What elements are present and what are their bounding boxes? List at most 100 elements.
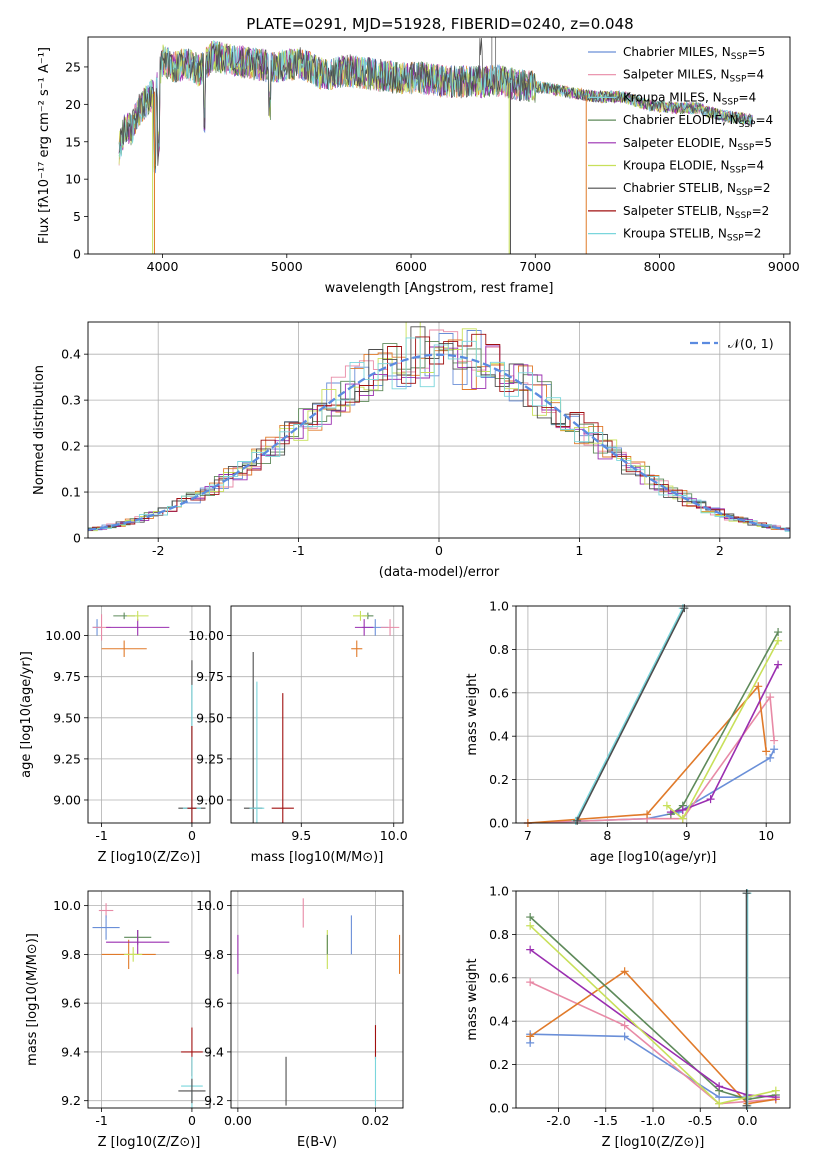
panel-spectrum: 4000 5000 6000 7000 8000 9000 0 5 10 15 20 25 wavele…	[37, 36, 800, 296]
x-axis-label: Z [log10(Z/Z⊙)]	[602, 1135, 705, 1150]
y-tick-label: 9.00	[53, 792, 81, 807]
x-tick-label: 9	[683, 828, 691, 843]
y-tick-label: 0.2	[489, 1057, 509, 1072]
y-tick-label: 9.4	[204, 1044, 224, 1059]
weight-point-marker	[526, 945, 535, 954]
weight-point-marker	[526, 913, 535, 922]
y-axis-label: Flux [fλ10⁻¹⁷ erg cm⁻² s⁻¹ A⁻¹]	[37, 47, 52, 244]
y-tick-label: 0.4	[489, 1014, 509, 1029]
weight-point-marker	[678, 814, 687, 823]
x-tick-label: 7000	[519, 259, 551, 274]
weight-point-marker	[573, 816, 582, 825]
panel-weight_vs_age: 7 8 9 10 0.0 0.2 0.4 0.6 0.8 1.0 age [log10(age/yr…	[465, 599, 791, 865]
legend-text-part: Salpeter MILES, N	[623, 68, 730, 82]
x-tick-label: -2.0	[546, 1113, 570, 1128]
weight-point-marker	[620, 1032, 629, 1041]
y-tick-label: 0.6	[489, 685, 509, 700]
legend-text-part: SSP	[735, 211, 752, 221]
x-tick-label: 10.0	[380, 828, 408, 843]
residual-histogram	[88, 339, 790, 531]
x-tick-label: -1.0	[641, 1113, 665, 1128]
y-tick-label: 9.00	[196, 792, 224, 807]
legend-text-part: =4	[755, 113, 773, 127]
y-tick-label: 0.6	[489, 970, 509, 985]
weight-series-line	[576, 607, 686, 822]
y-tick-label: 0.4	[489, 729, 509, 744]
y-tick-label: 9.2	[204, 1093, 224, 1108]
axes-frame	[230, 605, 404, 824]
y-tick-label: 0.4	[61, 347, 81, 362]
y-axis-label: mass weight	[465, 673, 480, 755]
x-tick-label: 9.5	[291, 828, 311, 843]
weight-series	[526, 889, 780, 1110]
y-tick-label: 10.00	[45, 628, 81, 643]
legend-text-part: Chabrier STELIB, N	[623, 181, 736, 195]
weight-point-marker	[643, 810, 652, 819]
weight-point-marker	[774, 628, 783, 637]
legend-text-part: Kroupa ELODIE, N	[623, 159, 730, 173]
weight-point-marker	[678, 805, 687, 814]
weight-point-marker	[620, 1021, 629, 1030]
weight-point-marker	[526, 1032, 535, 1041]
x-tick-label: -2	[152, 543, 164, 558]
y-tick-label: 9.6	[204, 996, 224, 1011]
weight-point-marker	[774, 636, 783, 645]
y-tick-label: 5	[73, 209, 81, 224]
x-tick-label: -1.5	[594, 1113, 618, 1128]
weight-point-marker	[620, 967, 629, 976]
y-tick-label: 0.3	[61, 393, 81, 408]
residual-histograms	[88, 322, 790, 532]
x-tick-label: -0.5	[688, 1113, 712, 1128]
panel-residuals: -2 -1 0 1 2 0 0.1 0.2 0.3 0.4 (data-model)/error No…	[32, 321, 791, 580]
y-tick-label: 9.50	[53, 710, 81, 725]
y-tick-label: 0.2	[61, 439, 81, 454]
x-tick-label: 5000	[271, 259, 303, 274]
errorbar-points	[92, 903, 206, 1108]
x-axis-label: (data-model)/error	[379, 565, 500, 580]
panel-mass_vs_Z: -1 0 9.2 9.4 9.6 9.8 10.0 Z [log10(Z/Z⊙)] mass […	[25, 890, 211, 1150]
x-tick-label: 6000	[395, 259, 427, 274]
y-tick-label: 9.4	[61, 1044, 81, 1059]
weight-series-line	[670, 664, 779, 813]
x-axis-label: Z [log10(Z/Z⊙)]	[98, 1135, 201, 1150]
weight-point-marker	[742, 889, 751, 898]
legend-text-part: Kroupa MILES, N	[623, 90, 722, 104]
legend-text-part: SSP	[722, 97, 739, 107]
weight-series-line	[527, 684, 767, 824]
y-tick-label: 20	[65, 97, 81, 112]
legend-text-part: SSP	[737, 143, 754, 153]
legend-label: Chabrier STELIB, NSSP=2	[623, 181, 771, 198]
y-tick-label: 9.8	[204, 947, 224, 962]
y-tick-label: 0.0	[489, 1101, 509, 1116]
weight-point-marker	[774, 660, 783, 669]
x-tick-label: 0.02	[362, 1113, 390, 1128]
x-tick-label: 0.0	[738, 1113, 758, 1128]
legend-label: Kroupa STELIB, NSSP=2	[623, 227, 761, 244]
y-tick-label: 9.2	[61, 1093, 81, 1108]
legend-label: Salpeter MILES, NSSP=4	[623, 68, 764, 85]
weight-point-marker	[680, 604, 689, 613]
x-tick-label: 8000	[644, 259, 676, 274]
y-tick-label: 1.0	[489, 599, 509, 614]
weight-series-line	[529, 916, 776, 1101]
weight-point-marker	[771, 1086, 780, 1095]
y-tick-label: 0.8	[489, 927, 509, 942]
x-tick-label: 7	[524, 828, 532, 843]
x-tick-label: 10	[758, 828, 774, 843]
x-tick-label: 0	[188, 828, 196, 843]
spectrum-series-line	[118, 37, 754, 169]
y-tick-label: 25	[65, 59, 81, 74]
y-tick-label: 10	[65, 172, 81, 187]
y-tick-label: 0.2	[489, 772, 509, 787]
legend-text-part: SSP	[739, 120, 756, 130]
spectrum-lines	[118, 37, 754, 254]
weight-point-marker	[754, 682, 763, 691]
weight-series-line	[527, 748, 775, 824]
y-tick-label: 0.8	[489, 642, 509, 657]
weight-point-marker	[770, 745, 779, 754]
y-tick-label: 0.1	[61, 485, 81, 500]
legend-text-part: SSP	[731, 52, 748, 62]
axes-frame	[230, 890, 404, 1109]
weight-point-marker	[526, 921, 535, 930]
